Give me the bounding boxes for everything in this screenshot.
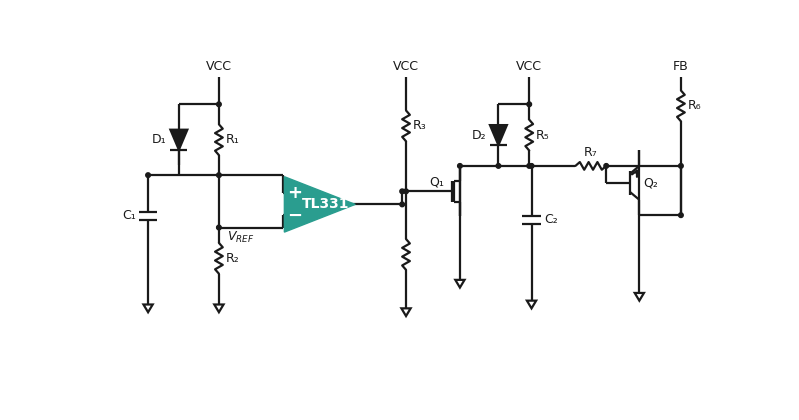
Circle shape bbox=[678, 213, 683, 218]
Text: R₃: R₃ bbox=[413, 119, 427, 132]
Circle shape bbox=[527, 163, 531, 168]
Circle shape bbox=[496, 163, 501, 168]
Text: Q₁: Q₁ bbox=[430, 176, 444, 189]
Text: FB: FB bbox=[673, 60, 689, 73]
Text: R₇: R₇ bbox=[584, 146, 598, 159]
Circle shape bbox=[217, 225, 221, 230]
Text: D₂: D₂ bbox=[471, 129, 486, 142]
Circle shape bbox=[678, 163, 683, 168]
Circle shape bbox=[527, 102, 531, 107]
Circle shape bbox=[217, 102, 221, 107]
Polygon shape bbox=[490, 125, 507, 145]
Text: R₅: R₅ bbox=[536, 129, 550, 142]
Circle shape bbox=[400, 202, 404, 207]
Text: R₂: R₂ bbox=[226, 252, 240, 265]
Circle shape bbox=[217, 173, 221, 177]
Text: R₁: R₁ bbox=[226, 133, 240, 146]
Text: C₁: C₁ bbox=[122, 210, 136, 223]
Circle shape bbox=[403, 189, 408, 194]
Polygon shape bbox=[284, 177, 356, 232]
Text: TL331: TL331 bbox=[302, 197, 350, 211]
Text: Q₂: Q₂ bbox=[643, 176, 658, 189]
Circle shape bbox=[604, 163, 609, 168]
Text: C₂: C₂ bbox=[544, 213, 558, 226]
Circle shape bbox=[529, 163, 534, 168]
Text: VCC: VCC bbox=[516, 60, 543, 73]
Text: −: − bbox=[287, 207, 302, 224]
Text: $V_{REF}$: $V_{REF}$ bbox=[227, 230, 254, 245]
Text: R₆: R₆ bbox=[688, 100, 702, 112]
Circle shape bbox=[145, 173, 150, 177]
Circle shape bbox=[400, 189, 404, 194]
Circle shape bbox=[458, 163, 463, 168]
Text: D₁: D₁ bbox=[152, 133, 166, 146]
Text: +: + bbox=[287, 184, 302, 202]
Text: VCC: VCC bbox=[393, 60, 419, 73]
Polygon shape bbox=[170, 130, 187, 150]
Text: VCC: VCC bbox=[206, 60, 232, 73]
